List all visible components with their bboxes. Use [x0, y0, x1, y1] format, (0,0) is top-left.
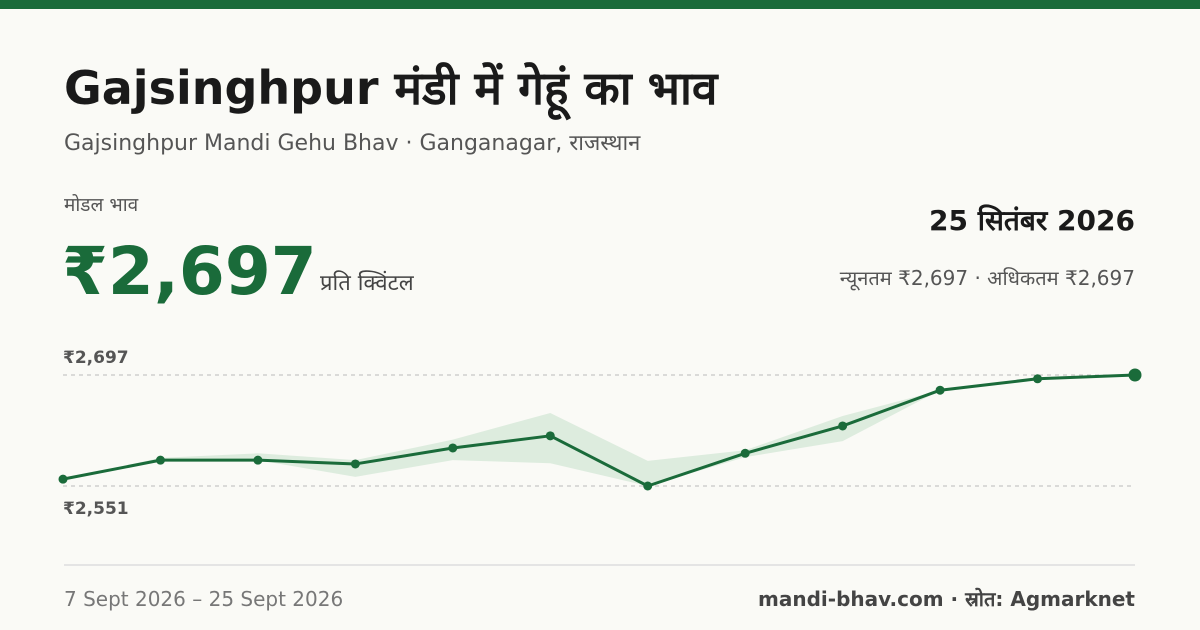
price-unit: प्रति क्विंटल — [320, 270, 415, 296]
point — [350, 459, 360, 469]
price-label: मोडल भाव — [64, 193, 139, 216]
point — [838, 421, 848, 431]
top-bar — [0, 0, 1200, 9]
point — [253, 455, 263, 465]
footer-source: mandi-bhav.com · स्रोत: Agmarknet — [758, 587, 1135, 611]
y-tick-label: ₹2,551 — [63, 499, 129, 519]
point — [545, 431, 555, 441]
point — [58, 474, 68, 484]
subtitle: Gajsinghpur Mandi Gehu Bhav · Ganganagar… — [64, 131, 641, 156]
point — [643, 481, 653, 491]
price-range: न्यूनतम ₹2,697 · अधिकतम ₹2,697 — [840, 266, 1135, 291]
price-value: ₹2,697 — [62, 233, 317, 310]
footer-dates: 7 Sept 2026 – 25 Sept 2026 — [64, 587, 343, 611]
price-date: 25 सितंबर 2026 — [929, 204, 1135, 237]
range-band — [63, 375, 1135, 486]
point — [155, 455, 165, 465]
point — [448, 443, 458, 453]
point — [740, 448, 750, 458]
price-line — [62, 373, 1136, 488]
point — [1128, 368, 1142, 382]
y-tick-label: ₹2,697 — [63, 348, 129, 368]
point — [935, 385, 945, 395]
point — [1033, 374, 1043, 384]
title: Gajsinghpur मंडी में गेहूं का भाव — [64, 61, 719, 121]
